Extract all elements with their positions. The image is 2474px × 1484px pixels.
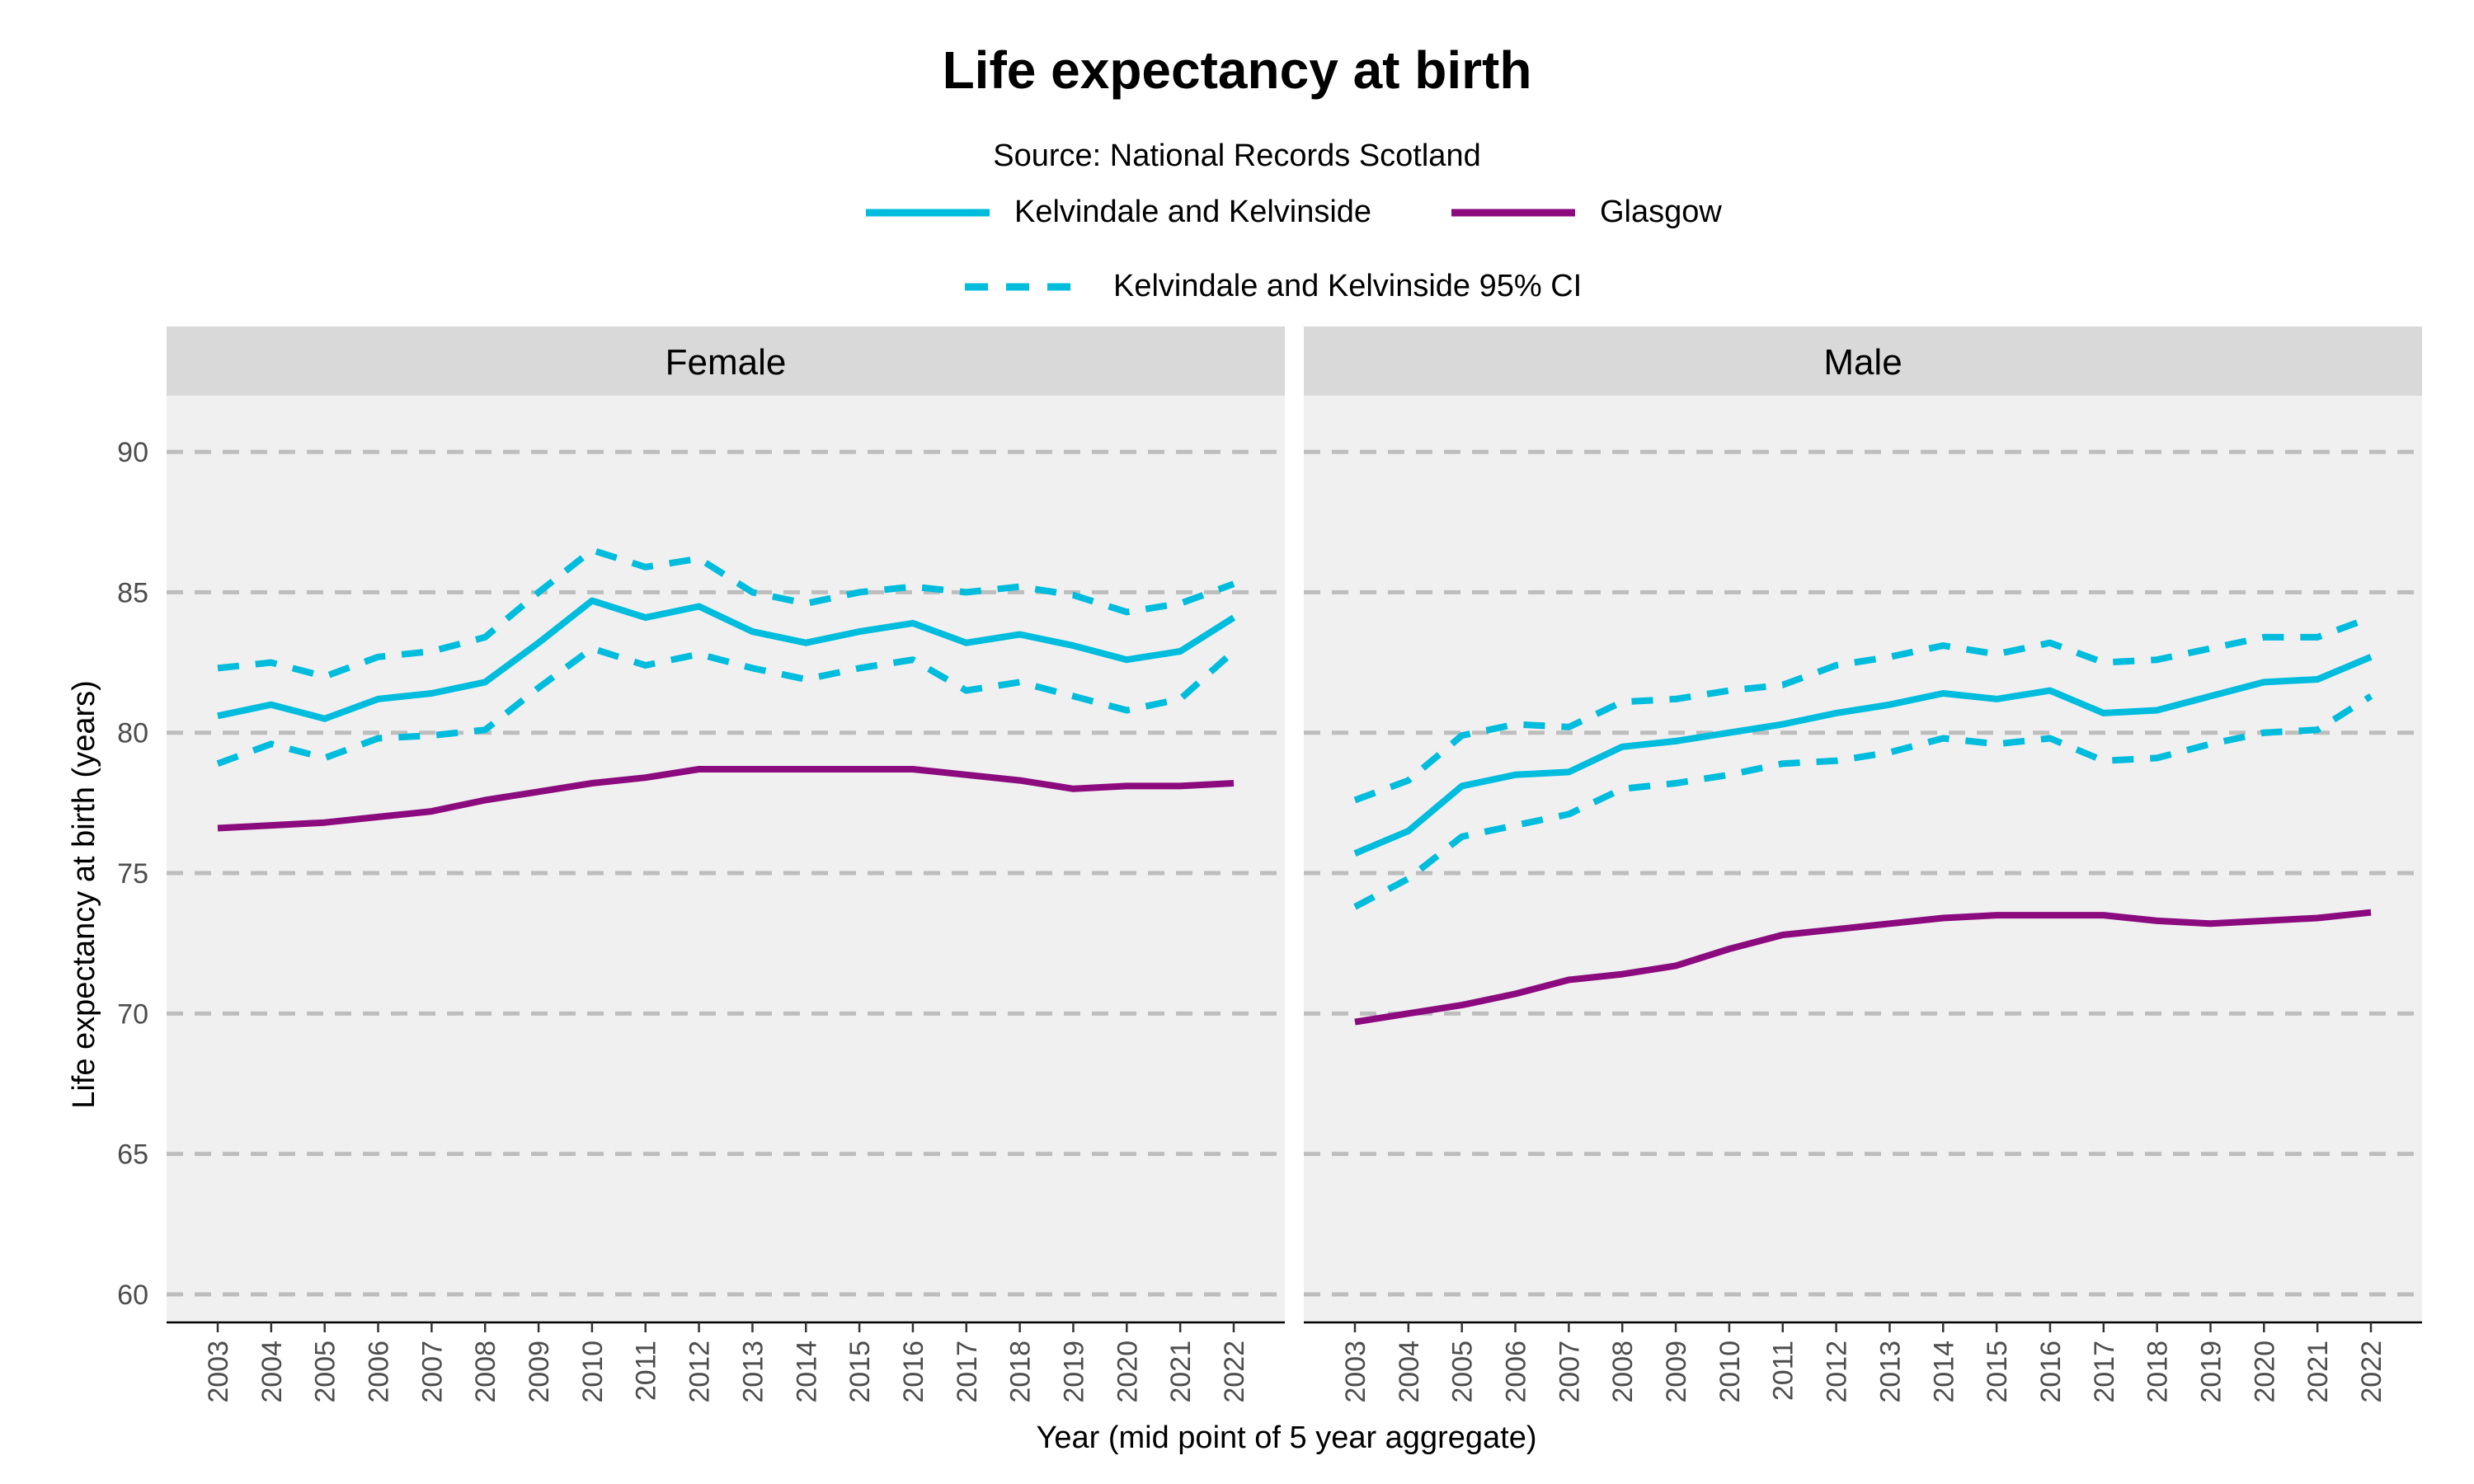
legend-swatch-glasgow	[1451, 209, 1575, 216]
legend-label-glasgow: Glasgow	[1600, 195, 1722, 229]
x-tick-label: 2015	[844, 1341, 876, 1403]
x-tick-label: 2004	[1394, 1341, 1425, 1403]
x-tick-label: 2021	[1165, 1341, 1197, 1403]
x-tick-label: 2003	[203, 1341, 234, 1403]
x-tick-label: 2011	[1768, 1341, 1799, 1401]
x-tick-label: 2009	[1661, 1341, 1692, 1403]
y-tick-label: 75	[117, 858, 148, 890]
x-tick-label: 2022	[2356, 1341, 2387, 1403]
x-tick-label: 2008	[1607, 1341, 1639, 1403]
x-tick-label: 2016	[2035, 1341, 2067, 1403]
x-tick-label: 2005	[1447, 1341, 1479, 1403]
x-tick-label: 2003	[1340, 1341, 1371, 1403]
x-tick-label: 2008	[470, 1341, 501, 1403]
legend-item-glasgow: Glasgow	[1451, 195, 1722, 230]
x-tick-label: 2018	[1005, 1341, 1037, 1403]
panel-background-male	[1304, 396, 2422, 1322]
x-tick-label: 2013	[1874, 1341, 1906, 1403]
chart-panels: Female 60 65 70 75 80 85 90 2003 2004 2005 2006 2007…	[117, 326, 2422, 1403]
legend-label-ci: Kelvindale and Kelvinside 95% CI	[1113, 269, 1583, 303]
y-tick-label: 60	[117, 1280, 148, 1311]
x-tick-label: 2007	[416, 1341, 448, 1403]
x-tick-label: 2019	[2195, 1341, 2227, 1403]
y-tick-label: 85	[117, 577, 148, 608]
series-line-male-ci-lower	[1353, 693, 2373, 910]
panel-female: Female 60 65 70 75 80 85 90 2003 2004 2005 2006 2007…	[117, 326, 1285, 1403]
panel-male: Male 2003 2004 2005 2006 2007 2008 2009 2010 2011…	[1304, 326, 2422, 1403]
chart-subtitle: Source: National Records Scotland	[993, 139, 1481, 173]
y-tick-label: 70	[117, 998, 148, 1030]
series-line-female-glasgow	[217, 766, 1235, 832]
panel-strip-female	[167, 326, 1285, 396]
x-tick-label: 2017	[952, 1341, 983, 1403]
series-line-female-area	[217, 597, 1236, 722]
legend-swatch-ci	[965, 283, 1089, 290]
x-tick-label: 2020	[2249, 1341, 2280, 1403]
series-line-female-ci-lower	[216, 645, 1236, 767]
x-tick-label: 2017	[2089, 1341, 2120, 1403]
x-tick-label: 2004	[256, 1341, 288, 1403]
y-tick-label: 80	[117, 718, 148, 749]
panel-label-male: Male	[1823, 342, 1902, 383]
x-tick-label: 2016	[898, 1341, 929, 1403]
x-tick-label: 2006	[364, 1341, 395, 1403]
x-tick-label: 2013	[737, 1341, 769, 1403]
x-tick-label: 2018	[2142, 1341, 2174, 1403]
x-tick-label: 2006	[1501, 1341, 1532, 1403]
x-tick-label: 2015	[1982, 1341, 2013, 1403]
y-tick-label: 65	[117, 1139, 148, 1171]
x-tick-label: 2021	[2302, 1341, 2334, 1403]
legend-label-area: Kelvindale and Kelvinside	[1014, 195, 1372, 229]
panel-background-female	[167, 396, 1285, 1322]
x-tick-label: 2014	[1928, 1341, 1959, 1403]
series-line-male-area	[1353, 654, 2373, 857]
y-tick-label: 90	[117, 437, 148, 468]
x-tick-label: 2005	[310, 1341, 341, 1403]
x-tick-label: 2009	[524, 1341, 555, 1403]
x-tick-label: 2010	[1714, 1341, 1746, 1403]
legend-item-ci: Kelvindale and Kelvinside 95% CI	[965, 269, 1582, 304]
x-axis-title: Year (mid point of 5 year aggregate)	[1037, 1421, 1537, 1455]
x-tick-label: 2012	[684, 1341, 716, 1403]
x-tick-label: 2007	[1554, 1341, 1585, 1403]
series-line-male-ci-upper	[1353, 614, 2373, 804]
chart-title: Life expectancy at birth	[942, 40, 1532, 100]
legend-item-area: Kelvindale and Kelvinside	[866, 195, 1371, 230]
x-tick-label: 2020	[1112, 1341, 1143, 1403]
series-line-male-glasgow	[1354, 909, 2372, 1026]
panel-label-female: Female	[666, 342, 787, 383]
panel-strip-male	[1304, 326, 2422, 396]
x-tick-label: 2010	[577, 1341, 609, 1403]
x-tick-label: 2012	[1822, 1341, 1853, 1403]
x-tick-label: 2014	[791, 1341, 822, 1403]
x-tick-label: 2011	[631, 1341, 662, 1401]
x-tick-label: 2022	[1219, 1341, 1250, 1403]
y-axis-title: Life expectancy at birth (years)	[67, 680, 101, 1109]
legend-swatch-area	[866, 209, 990, 216]
x-tick-label: 2019	[1058, 1341, 1089, 1403]
